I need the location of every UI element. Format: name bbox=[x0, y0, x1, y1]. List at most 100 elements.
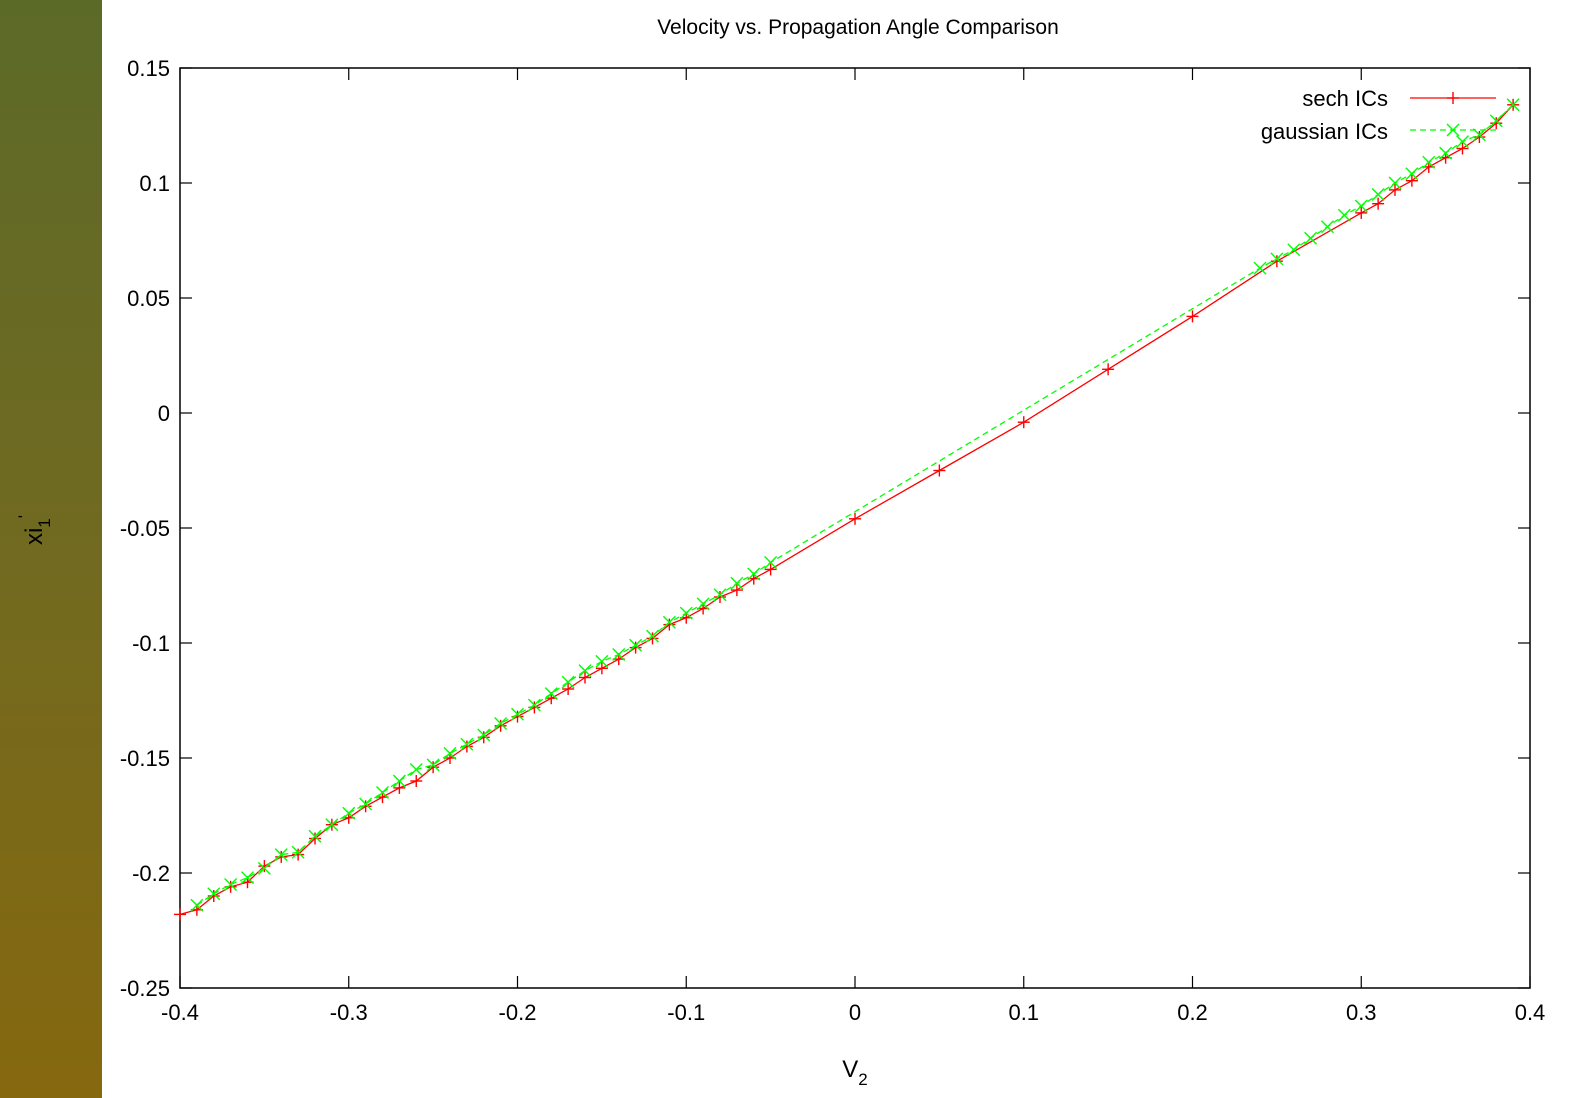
data-point-sech bbox=[1473, 131, 1486, 143]
y-tick-label: -0.2 bbox=[132, 861, 170, 886]
data-point-gaussian-d2 bbox=[1489, 114, 1503, 128]
data-point-sech bbox=[292, 848, 305, 861]
data-point-sech bbox=[579, 671, 591, 684]
x-tick-label: 0.2 bbox=[1177, 1000, 1208, 1025]
series-layer bbox=[174, 98, 1520, 921]
data-point-gaussian bbox=[1270, 252, 1284, 266]
data-point-gaussian-d2 bbox=[1287, 243, 1301, 257]
data-point-gaussian-d2 bbox=[629, 638, 643, 652]
data-point-gaussian bbox=[544, 687, 558, 701]
data-point-gaussian-d2 bbox=[494, 717, 508, 730]
data-point-sech bbox=[1372, 197, 1385, 210]
plot-frame bbox=[179, 67, 1531, 989]
x-tick-label: 0 bbox=[849, 1000, 861, 1025]
x-tick-label: 0.1 bbox=[1008, 1000, 1039, 1025]
legend-sample-marker bbox=[1446, 123, 1460, 137]
data-point-sech bbox=[410, 775, 423, 787]
data-point-gaussian-d2 bbox=[561, 675, 575, 689]
x-axis-label-subscript: 2 bbox=[858, 1070, 867, 1089]
data-point-gaussian bbox=[1253, 261, 1267, 275]
data-point-gaussian-d2 bbox=[1304, 231, 1318, 245]
data-point-gaussian bbox=[224, 878, 238, 891]
data-point-gaussian bbox=[561, 675, 575, 689]
y-axis-label-prime: ' bbox=[15, 515, 34, 518]
y-tick-label: 0 bbox=[158, 401, 170, 426]
data-point-gaussian bbox=[494, 717, 508, 730]
data-point-gaussian-d2 bbox=[679, 606, 693, 620]
x-tick-label: -0.3 bbox=[330, 1000, 368, 1025]
data-point-gaussian bbox=[1371, 188, 1385, 201]
data-point-gaussian-d2 bbox=[443, 746, 457, 760]
data-point-gaussian bbox=[291, 845, 305, 859]
data-point-gaussian-d2 bbox=[713, 588, 727, 602]
x-axis-label: V2 bbox=[842, 1056, 867, 1089]
x-tick-label: -0.4 bbox=[161, 1000, 199, 1025]
data-point-sech bbox=[309, 832, 321, 845]
data-point-gaussian-d2 bbox=[696, 597, 710, 611]
data-point-sech bbox=[1270, 255, 1283, 268]
data-point-gaussian bbox=[1321, 220, 1334, 234]
data-point-gaussian bbox=[392, 774, 406, 788]
data-point-gaussian-d2 bbox=[1472, 128, 1486, 142]
data-point-gaussian-d2 bbox=[308, 829, 322, 843]
data-point-gaussian-d2 bbox=[291, 845, 305, 859]
data-point-gaussian bbox=[1472, 128, 1486, 142]
data-point-gaussian bbox=[1489, 114, 1503, 128]
data-point-gaussian bbox=[207, 887, 221, 901]
data-point-sech bbox=[1355, 206, 1368, 219]
data-point-gaussian bbox=[646, 629, 659, 643]
legend-sample-marker bbox=[1447, 92, 1459, 104]
legend: sech ICs gaussian ICs bbox=[1261, 86, 1496, 144]
data-point-sech bbox=[1389, 183, 1401, 196]
data-point-gaussian-d2 bbox=[646, 629, 659, 643]
data-point-gaussian bbox=[527, 698, 541, 712]
data-point-sech bbox=[1405, 174, 1418, 187]
y-tick-label: 0.1 bbox=[139, 171, 170, 196]
data-point-gaussian bbox=[1388, 176, 1402, 190]
data-point-gaussian bbox=[612, 648, 626, 661]
data-point-sech bbox=[714, 591, 726, 603]
data-point-gaussian-d2 bbox=[1337, 208, 1351, 222]
data-point-sech bbox=[933, 464, 946, 477]
y-tick-label: 0.05 bbox=[127, 286, 170, 311]
x-tick-label: 0.3 bbox=[1346, 1000, 1377, 1025]
data-point-gaussian-d2 bbox=[241, 871, 254, 885]
data-point-gaussian bbox=[1506, 98, 1520, 112]
data-point-gaussian bbox=[1337, 208, 1351, 222]
data-point-gaussian bbox=[190, 898, 204, 912]
data-point-gaussian-d2 bbox=[747, 567, 761, 581]
legend-label-gaussian: gaussian ICs bbox=[1261, 119, 1388, 144]
legend-label-sech: sech ICs bbox=[1302, 86, 1388, 111]
data-point-gaussian bbox=[713, 588, 727, 602]
data-point-gaussian bbox=[629, 638, 643, 652]
data-point-sech bbox=[258, 860, 271, 873]
y-tick-label: -0.25 bbox=[120, 976, 170, 1001]
data-point-gaussian bbox=[1405, 167, 1419, 181]
data-point-gaussian bbox=[595, 654, 609, 668]
data-point-gaussian bbox=[578, 664, 592, 678]
data-point-sech bbox=[1490, 117, 1503, 130]
series-line-sech bbox=[179, 104, 1514, 916]
x-tick-label: 0.4 bbox=[1515, 1000, 1546, 1025]
legend-sample-marker-d2 bbox=[1446, 123, 1460, 137]
data-point-gaussian bbox=[1439, 146, 1453, 160]
x-tick-label: -0.1 bbox=[667, 1000, 705, 1025]
data-point-gaussian bbox=[747, 567, 761, 581]
data-point-gaussian-d2 bbox=[764, 556, 778, 569]
data-point-gaussian bbox=[1354, 199, 1368, 213]
data-point-gaussian-d2 bbox=[1456, 135, 1469, 149]
y-tick-label: 0.15 bbox=[127, 56, 170, 81]
decorative-side-band bbox=[0, 0, 102, 1098]
data-point-sech bbox=[629, 641, 642, 654]
data-point-gaussian bbox=[764, 556, 778, 569]
data-point-gaussian-d2 bbox=[224, 878, 238, 891]
data-point-sech bbox=[393, 781, 406, 794]
data-point-gaussian-d2 bbox=[1405, 167, 1419, 181]
x-tick-label: -0.2 bbox=[499, 1000, 537, 1025]
data-point-gaussian bbox=[257, 861, 271, 875]
data-point-gaussian bbox=[1304, 231, 1318, 245]
data-point-gaussian bbox=[443, 746, 457, 760]
y-tick-label: -0.1 bbox=[132, 631, 170, 656]
